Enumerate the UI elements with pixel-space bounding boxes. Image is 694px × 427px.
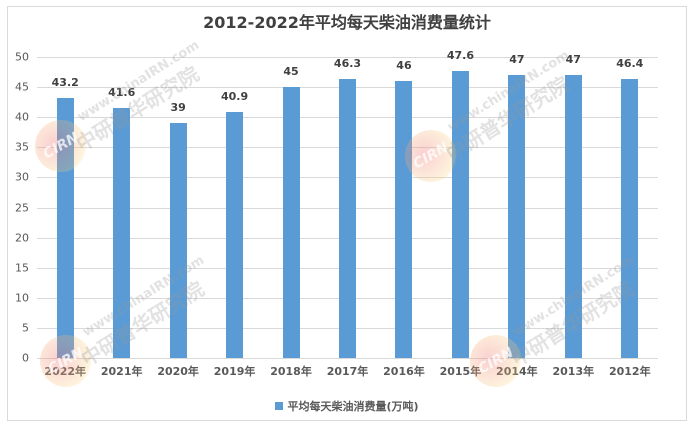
y-tick-label: 20 [15,231,29,245]
bar [339,79,356,358]
data-label: 41.6 [108,85,136,99]
y-tick-label: 10 [15,291,29,305]
data-label: 47.6 [446,49,474,63]
x-tick-label: 2016年 [383,365,425,378]
y-tick-label: 15 [15,261,29,275]
bar [282,87,300,358]
y-tick-label: 50 [15,50,29,64]
x-tick-label: 2021年 [100,365,143,378]
legend-label: 平均每天柴油消费量(万吨) [287,400,419,413]
bar [226,111,244,358]
plot-area: 0 5 10 15 20 25 30 35 40 45 50 43.2 2022年 41.6 2021年 39… [15,49,658,378]
y-tick-label: 45 [15,80,29,94]
data-label: 47 [509,53,525,67]
x-tick-label: 2019年 [213,365,256,378]
y-tick-label: 5 [22,321,29,335]
bar [621,78,639,358]
data-label: 39 [170,101,186,115]
y-tick-label: 25 [15,201,29,214]
x-tick-label: 2022年 [44,365,87,378]
y-tick-label: 35 [15,140,29,154]
x-tick-label: 2018年 [270,365,312,378]
bar [113,107,131,358]
bar [451,71,469,358]
y-tick-label: 30 [15,170,29,184]
bar [169,123,187,358]
x-tick-label: 2017年 [326,365,369,378]
gridline [37,57,658,58]
y-tick-label: 40 [15,110,29,124]
legend-swatch [275,402,284,410]
x-tick-label: 2014年 [496,365,538,378]
data-label: 46 [396,59,412,73]
data-label: 47 [565,53,581,67]
bar [508,75,526,358]
data-label: 46.4 [616,56,644,70]
bar [564,75,582,358]
x-tick-label: 2015年 [439,365,482,378]
data-label: 45 [283,65,299,79]
gridline [37,358,658,359]
data-label: 46.3 [333,57,362,71]
y-tick-label: 0 [22,351,29,365]
legend: 平均每天柴油消费量(万吨) [0,398,694,414]
bar [395,81,413,358]
data-label: 43.2 [51,75,79,89]
x-tick-label: 2020年 [157,365,199,378]
chart-title: 2012-2022年平均每天柴油消费量统计 [203,13,491,32]
bar [56,97,74,358]
x-tick-label: 2012年 [608,365,651,378]
data-label: 40.9 [221,89,249,103]
x-tick-label: 2013年 [552,365,595,378]
